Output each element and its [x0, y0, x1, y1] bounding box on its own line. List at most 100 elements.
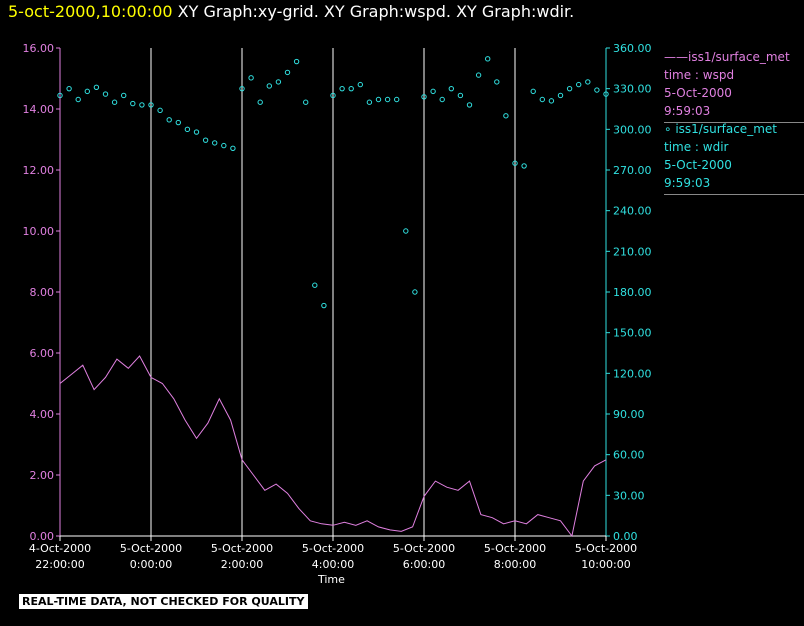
series-wdir-point: [594, 87, 600, 93]
time-gridlines: [150, 48, 516, 536]
series-wdir-point: [576, 81, 582, 88]
x-tick-label-time: 6:00:00: [403, 558, 445, 571]
series-wdir-point: [284, 69, 291, 76]
right-tick-label: 180.00: [613, 286, 652, 299]
series-wdir-point: [412, 289, 418, 295]
series-wdir-point: [148, 102, 154, 108]
series-wdir-point: [421, 94, 427, 100]
right-tick-label: 240.00: [613, 205, 652, 218]
series-wdir-point: [403, 228, 409, 234]
series-wdir-point: [548, 98, 555, 104]
right-tick-label: 360.00: [613, 42, 652, 55]
series-wdir-point: [448, 85, 454, 92]
x-tick-label-date: 5-Oct-2000: [120, 542, 182, 555]
series-wdir-point: [275, 79, 282, 85]
series-wdir-point: [585, 79, 591, 85]
series-wdir-point: [212, 140, 218, 146]
series-wdir-point: [466, 102, 473, 108]
right-tick-label: 60.00: [613, 449, 645, 462]
x-tick-label-time: 4:00:00: [312, 558, 354, 571]
series-wdir-point: [121, 92, 127, 99]
series-wdir-point: [321, 302, 327, 309]
series-wdir-point: [457, 92, 464, 99]
series-wdir-point: [257, 99, 263, 105]
legend-wspd-variable: time : wspd: [664, 68, 735, 82]
series-wdir-point: [166, 117, 172, 123]
series-wdir-point: [303, 99, 309, 105]
x-tick-label-time: 22:00:00: [35, 558, 84, 571]
left-tick-label: 12.00: [23, 164, 55, 177]
series-wdir-point: [312, 282, 318, 288]
left-tick-label: 16.00: [23, 42, 55, 55]
series-wdir-point: [93, 84, 100, 91]
right-tick-label: 90.00: [613, 408, 645, 421]
series-wdir-point: [111, 99, 118, 105]
title-graphs: XY Graph:xy-grid. XY Graph:wspd. XY Grap…: [177, 2, 575, 21]
right-tick-label: 120.00: [613, 367, 652, 380]
chart-title: 5-oct-2000,10:00:00 XY Graph:xy-grid. XY…: [8, 2, 574, 21]
series-wdir-point: [193, 129, 200, 135]
series-wdir-point: [266, 83, 272, 89]
left-tick-label: 14.00: [23, 103, 55, 116]
x-tick-label-date: 4-Oct-2000: [29, 542, 91, 555]
legend-wdir-date: 5-Oct-2000: [664, 158, 732, 172]
series-wdir-point: [394, 96, 400, 103]
x-tick-label-date: 5-Oct-2000: [575, 542, 637, 555]
legend-wdir-source: ∘ iss1/surface_met: [664, 122, 777, 136]
series-wdir-point: [430, 88, 436, 95]
series-wdir-point: [157, 107, 163, 114]
time-axis: 4-Oct-2000 22:00:00 5-Oct-2000 0:00:00 5-Oct…: [29, 535, 637, 571]
series-wdir-point: [603, 91, 609, 97]
series-wdir-point: [530, 88, 536, 95]
left-tick-label: 6.00: [30, 347, 55, 360]
x-tick-label-date: 5-Oct-2000: [484, 542, 546, 555]
left-y-axis: 0.00 2.00 4.00 6.00 8.00 10.00 12.00 14.00 16.00: [23, 42, 61, 543]
series-wdir-point: [539, 96, 545, 103]
series-wdir-point: [566, 85, 573, 92]
right-tick-label: 150.00: [613, 327, 652, 340]
x-tick-label-time: 2:00:00: [221, 558, 263, 571]
series-wdir-point: [175, 119, 182, 126]
x-axis-label: Time: [318, 573, 345, 586]
series-wdir-point: [485, 56, 491, 62]
x-tick-label-time: 8:00:00: [494, 558, 536, 571]
right-tick-label: 270.00: [613, 164, 652, 177]
series-wdir-point: [439, 96, 445, 103]
series-wdir-point: [512, 160, 518, 166]
left-tick-label: 4.00: [30, 408, 55, 421]
left-tick-label: 10.00: [23, 225, 55, 238]
series-wdir-point: [84, 88, 91, 95]
legend-wspd-time: 9:59:03: [664, 104, 711, 118]
legend-wdir-time: 9:59:03: [664, 176, 711, 190]
right-tick-label: 0.00: [613, 530, 638, 543]
series-wdir-point: [57, 92, 63, 99]
right-y-axis: 0.00 30.00 60.00 90.00 120.00 150.00 180.00 210…: [605, 42, 652, 543]
series-wdir-point: [339, 85, 345, 92]
series-wdir-point: [239, 85, 245, 92]
series-wdir-point: [330, 92, 336, 99]
x-tick-label-time: 10:00:00: [581, 558, 630, 571]
quality-warning-banner: REAL-TIME DATA, NOT CHECKED FOR QUALITY: [19, 594, 309, 609]
right-tick-label: 330.00: [613, 83, 652, 96]
series-wspd-line: [59, 355, 607, 538]
series-wdir-point: [348, 85, 354, 92]
series-layer: [57, 56, 609, 538]
x-tick-label-date: 5-Oct-2000: [211, 542, 273, 555]
right-tick-label: 300.00: [613, 123, 652, 136]
series-wdir-point: [475, 72, 482, 78]
series-wdir-point: [130, 100, 136, 107]
legend-wspd-source: ——iss1/surface_met: [664, 50, 790, 64]
series-wdir-point: [293, 58, 300, 65]
right-tick-label: 30.00: [613, 489, 645, 502]
series-wdir-point: [230, 145, 236, 152]
legend-wspd: ——iss1/surface_met time : wspd 5-Oct-200…: [664, 48, 804, 123]
series-wdir-point: [375, 96, 382, 103]
legend-wspd-date: 5-Oct-2000: [664, 86, 732, 100]
series-wdir-point: [503, 113, 509, 119]
series-wdir-point: [384, 96, 391, 103]
title-date: 5-oct-2000,10:00:00: [8, 2, 173, 21]
left-tick-label: 0.00: [30, 530, 55, 543]
series-wdir-point: [366, 99, 373, 105]
x-tick-label-date: 5-Oct-2000: [393, 542, 455, 555]
